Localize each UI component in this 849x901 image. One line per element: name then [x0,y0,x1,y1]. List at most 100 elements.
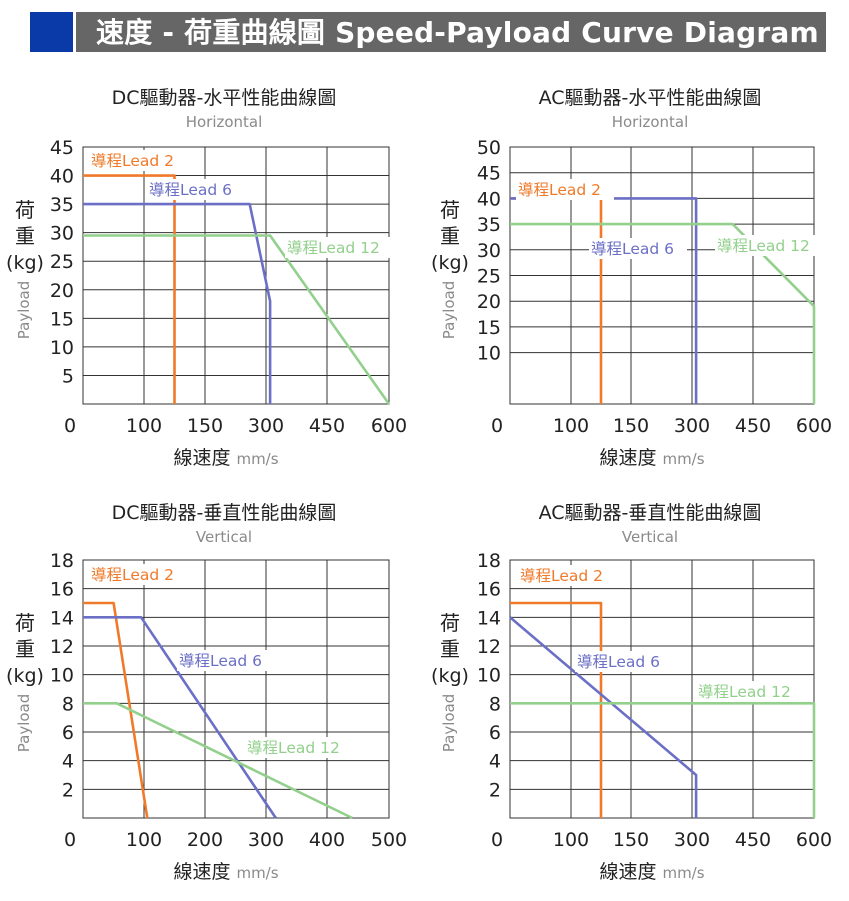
series-line--lead-6 [509,616,698,818]
series-label: 導程Lead 6 [577,653,660,671]
y-tick-label: 8 [62,693,74,715]
x-tick-label: 100 [126,415,162,437]
series-label: 導程Lead 2 [520,567,603,585]
x-tick-label: 600 [796,415,832,437]
series-line--lead-12 [510,702,816,818]
x-axis-unit: mm/s [662,864,704,882]
x-tick-label: 600 [371,415,407,437]
chart-subtitle: Vertical [196,528,252,546]
x-tick-label: 100 [126,829,162,851]
banner-accent-block [30,12,73,52]
series-label-background [715,235,825,256]
y-tick-label: 4 [62,751,74,773]
x-axis-label: 線速度 mm/s [173,861,278,883]
x-axis-label: 線速度 mm/s [599,861,704,883]
x-axis-label-text: 線速度 [599,447,656,469]
x-tick-label: 450 [735,415,771,437]
y-tick-label: 18 [477,550,501,572]
y-tick-label: 35 [50,194,74,216]
x-axis-label-text: 線速度 [173,861,230,883]
series-label: 導程Lead 12 [247,739,340,757]
y-tick-label: 16 [477,579,501,601]
y-tick-label: 40 [50,166,74,188]
y-tick-label: 5 [62,365,74,387]
x-axis-label: 線速度 mm/s [599,447,704,469]
series-label-background [285,237,395,258]
y-axis-label-char: 荷 [440,611,460,635]
series-line--lead-2 [83,174,176,404]
y-axis-label-unit: (kg) [6,665,44,687]
y-tick-label: 25 [477,266,501,288]
chart-title: AC驅動器-垂直性能曲線圖 [539,502,762,524]
chart-subtitle: Vertical [622,528,678,546]
chart-ac-horizontal: AC驅動器-水平性能曲線圖 Horizontal 10 15 20 25 30 35 40 45 5… [431,87,832,469]
y-tick-label: 40 [477,188,501,210]
y-tick-label: 15 [50,308,74,330]
chart-title: DC驅動器-水平性能曲線圖 [112,87,337,109]
y-axis-label-char: 荷 [440,198,460,222]
y-axis-label-unit: (kg) [6,252,44,274]
y-tick-label: 2 [489,779,501,801]
y-tick-label: 50 [477,137,501,159]
y-tick-label: 14 [477,607,501,629]
x-axis-unit: mm/s [662,450,704,468]
y-axis-label-unit: (kg) [431,665,469,687]
series-line--lead-12 [510,222,816,404]
x-tick-label: 450 [309,415,345,437]
page-title: 速度 - 荷重曲線圖 Speed-Payload Curve Diagram [96,16,819,49]
series-line--lead-12 [83,234,391,405]
x-tick-label: 0 [491,829,503,851]
series-label-background [518,565,616,586]
series-label: 導程Lead 12 [287,239,380,257]
x-tick-label: 600 [796,829,832,851]
y-tick-label: 30 [477,240,501,262]
y-axis-label-unit: (kg) [431,252,469,274]
x-tick-label: 300 [674,829,710,851]
x-axis-label-text: 線速度 [173,447,230,469]
y-tick-label: 20 [477,291,501,313]
y-tick-label: 2 [62,779,74,801]
y-tick-label: 18 [50,550,74,572]
series-label: 導程Lead 12 [717,237,810,255]
series-label: 導程Lead 6 [591,240,674,258]
chart-dc-vertical: DC驅動器-垂直性能曲線圖 Vertical 2 4 6 8 10 12 14 16 18 0 100 2… [6,502,407,883]
chart-subtitle: Horizontal [186,113,263,131]
series-label-background [516,179,614,200]
series-label-background [575,651,673,672]
series-label-background [696,681,806,702]
chart-title: AC驅動器-水平性能曲線圖 [539,87,762,109]
y-axis-label-en: Payload [15,281,33,340]
x-tick-label: 150 [187,415,223,437]
series-line--lead-6 [83,202,272,404]
x-tick-label: 500 [371,829,407,851]
x-axis-label-text: 線速度 [599,861,656,883]
x-tick-label: 300 [674,415,710,437]
y-tick-label: 4 [489,751,501,773]
series-label-background [89,150,187,171]
y-tick-label: 10 [477,343,501,365]
y-tick-label: 15 [477,317,501,339]
y-tick-label: 25 [50,251,74,273]
x-tick-label: 150 [613,415,649,437]
y-axis-label-en: Payload [440,281,458,340]
series-label-background [589,238,687,259]
x-axis-unit: mm/s [236,864,278,882]
chart-ac-vertical: AC驅動器-垂直性能曲線圖 Vertical 2 4 6 8 10 12 14 16 18 0 100 1… [431,502,832,883]
series-label-background [177,650,275,671]
series-line--lead-6 [83,616,277,819]
y-tick-label: 10 [50,665,74,687]
x-tick-label: 450 [735,829,771,851]
x-tick-label: 400 [309,829,345,851]
plot-area [82,559,390,819]
y-tick-label: 20 [50,280,74,302]
x-tick-label: 300 [248,829,284,851]
series-line--lead-2 [510,601,603,818]
y-tick-label: 45 [477,163,501,185]
series-line--lead-2 [83,601,149,819]
series-label: 導程Lead 6 [149,181,232,199]
series-label: 導程Lead 12 [698,683,791,701]
x-tick-label: 100 [553,829,589,851]
chart-subtitle: Horizontal [612,113,689,131]
y-tick-label: 6 [62,722,74,744]
y-axis-label-en: Payload [15,694,33,753]
